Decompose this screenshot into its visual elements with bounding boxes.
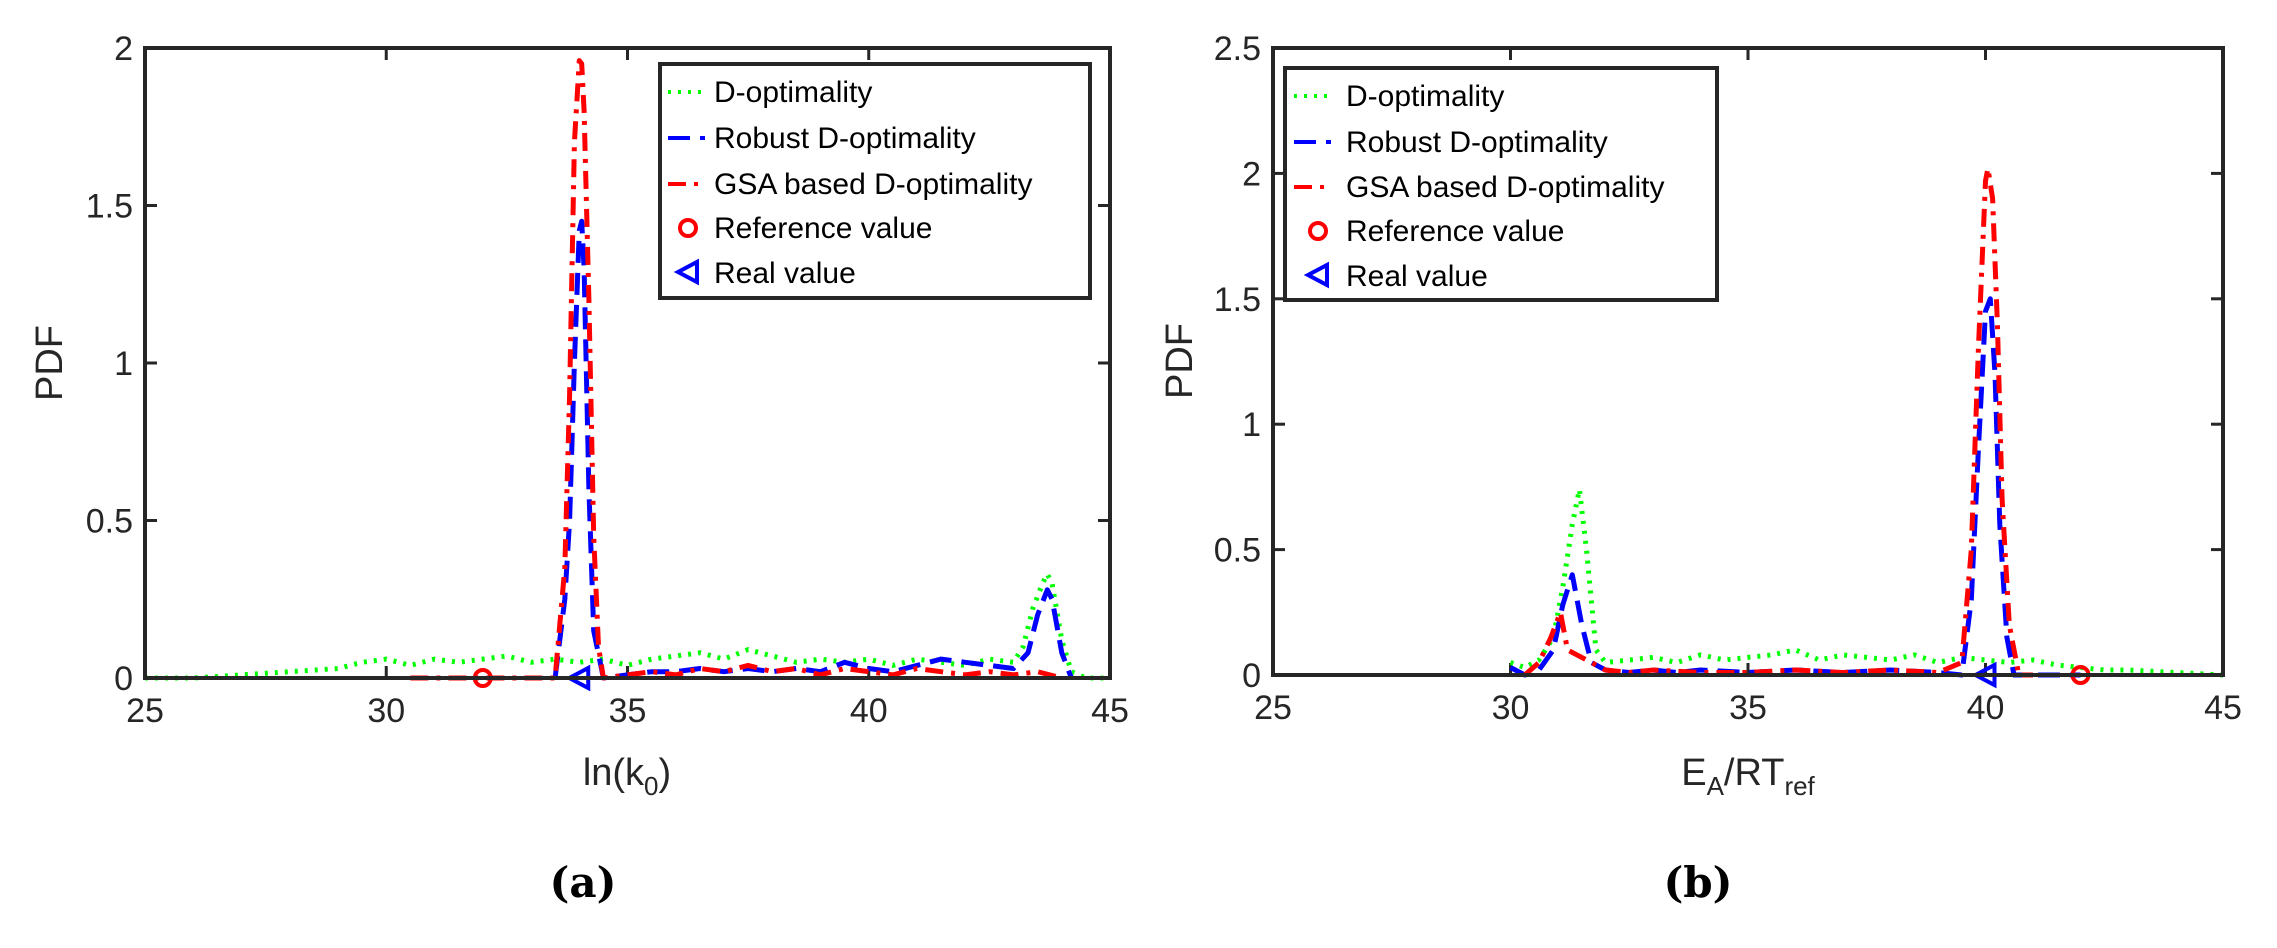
legend-b-reference-label: Reference value <box>1346 215 1564 248</box>
xlabel-b-sub2: ref <box>1784 771 1815 801</box>
ytick-label-a-1: 0.5 <box>86 503 133 541</box>
legend-b: D-optimality Robust D-optimality GSA bas… <box>1283 66 1719 302</box>
xlabel-b-mid: /RT <box>1724 752 1785 794</box>
series-line-b-d-optimality <box>1509 486 2224 678</box>
ytick-label-b-5: 2.5 <box>1214 30 1261 68</box>
legend-b-robust-label: Robust D-optimality <box>1346 126 1608 159</box>
legend-a-gsa-label: GSA based D-optimality <box>714 168 1032 201</box>
legend-b-real-marker <box>1303 261 1329 289</box>
legend-a-reference-label: Reference value <box>714 212 932 245</box>
ytick-label-b-1: 0.5 <box>1214 532 1261 570</box>
ytick-label-a-3: 1.5 <box>86 188 133 226</box>
xtick-label-b-45: 45 <box>2204 689 2242 727</box>
ytick-label-b-0: 0 <box>1242 657 1261 695</box>
legend-b-reference-marker <box>1308 221 1328 241</box>
xlabel-b-main: E <box>1681 752 1706 794</box>
plot-frame-a <box>143 46 1112 680</box>
legend-b-d-optimality-label: D-optimality <box>1346 80 1504 113</box>
legend-a-box <box>658 62 1092 300</box>
chart-panel-b: 25 30 35 40 45 0 0.5 1 1.5 2 2.5 PDF EA/RTref D-op… <box>1159 30 2242 907</box>
xtick-label-a-45: 45 <box>1091 692 1129 730</box>
xlabel-b-sub: A <box>1707 771 1725 801</box>
ylabel-a: PDF <box>29 325 71 401</box>
legend-b-box <box>1283 66 1719 302</box>
ytick-label-a-2: 1 <box>114 345 133 383</box>
xtick-label-a-35: 35 <box>609 692 647 730</box>
xtick-label-b-30: 30 <box>1492 689 1530 727</box>
legend-a-real-marker <box>673 258 699 286</box>
xlabel-a: ln(k0) <box>583 752 671 801</box>
ytick-label-a-0: 0 <box>114 660 133 698</box>
xtick-label-b-35: 35 <box>1729 689 1767 727</box>
legend-a-real-label: Real value <box>714 257 856 290</box>
xtick-label-a-25: 25 <box>126 692 164 730</box>
legend-a: D-optimality Robust D-optimality GSA bas… <box>658 62 1092 300</box>
ytick-label-b-4: 2 <box>1242 155 1261 193</box>
series-line-b-gsa <box>1523 165 2033 678</box>
legend-b-gsa-label: GSA based D-optimality <box>1346 171 1664 204</box>
caption-a: (a) <box>550 858 617 907</box>
xtick-label-b-40: 40 <box>1967 689 2005 727</box>
xtick-label-a-30: 30 <box>367 692 405 730</box>
legend-a-robust-label: Robust D-optimality <box>714 122 976 155</box>
xlabel-a-sub: 0 <box>644 771 658 801</box>
caption-b: (b) <box>1663 858 1732 907</box>
ytick-label-b-2: 1 <box>1242 406 1261 444</box>
ytick-label-b-3: 1.5 <box>1214 281 1261 319</box>
legend-a-d-optimality-label: D-optimality <box>714 76 872 109</box>
xtick-label-a-40: 40 <box>850 692 888 730</box>
xlabel-b: EA/RTref <box>1681 752 1815 801</box>
ylabel-b: PDF <box>1159 323 1201 399</box>
series-line-a-robust <box>552 218 1074 681</box>
ytick-label-a-4: 2 <box>114 30 133 68</box>
xtick-label-b-25: 25 <box>1254 689 1292 727</box>
plot-frame-b <box>1271 46 2225 677</box>
legend-a-reference-marker <box>678 218 698 238</box>
xlabel-a-end: ) <box>659 752 672 794</box>
legend-b-real-label: Real value <box>1346 260 1488 293</box>
xlabel-a-main: ln(k <box>583 752 645 794</box>
series-line-a-gsa <box>410 58 1063 681</box>
